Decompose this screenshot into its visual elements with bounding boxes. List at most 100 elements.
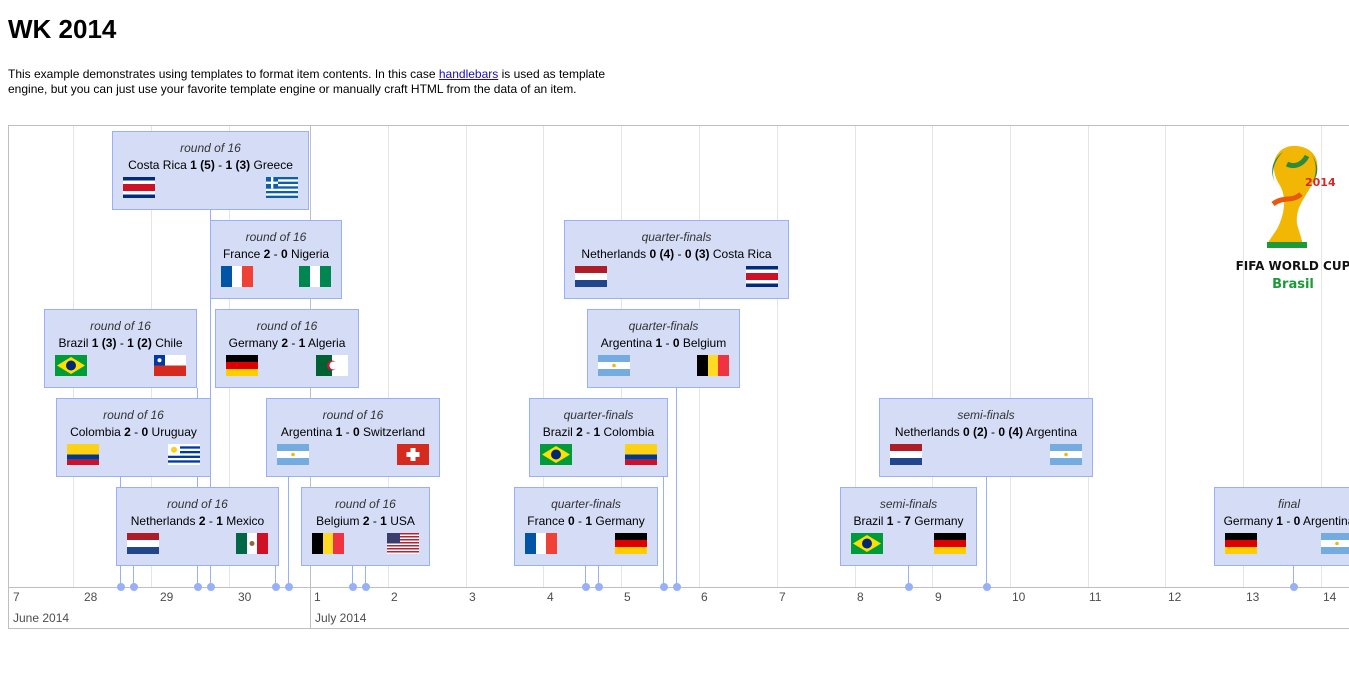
team-1-name: Germany (1223, 514, 1273, 528)
grid-line (543, 126, 544, 587)
team-1-name: Netherlands (894, 425, 960, 439)
belgium-flag-icon (697, 355, 729, 376)
team-2-name: Belgium (682, 336, 727, 350)
score-separator: - (288, 336, 299, 350)
team-1-score: 2 (362, 514, 370, 528)
fifa-world-cup-logo: 2014 FIFA WORLD CUP Brasil (1227, 134, 1349, 294)
netherlands-flag-icon (890, 444, 922, 465)
match-item[interactable]: round of 16 Brazil 1 (3) - 1 (2) Chile (44, 309, 197, 388)
item-point[interactable] (904, 583, 913, 591)
item-connector-line (365, 566, 366, 587)
team-2-score: 0 (3) (684, 247, 710, 261)
score-separator: - (582, 425, 594, 439)
item-point[interactable] (116, 583, 125, 591)
match-round: round of 16 (167, 497, 228, 511)
match-flags (45, 355, 196, 377)
match-round: round of 16 (103, 408, 164, 422)
item-point[interactable] (206, 583, 215, 591)
intro-text-start: This example demonstrates using template… (8, 67, 439, 81)
item-connector-line (598, 566, 599, 587)
team-2-score: 1 (585, 514, 593, 528)
match-item[interactable]: round of 16 Colombia 2 - 0 Uruguay (56, 398, 211, 477)
score-separator: - (369, 514, 381, 528)
score-separator: - (574, 514, 586, 528)
team-1-name: France (222, 247, 261, 261)
match-item[interactable]: quarter-finals Netherlands 0 (4) - 0 (3) … (564, 220, 789, 299)
germany-flag-icon (1225, 533, 1257, 554)
team-2-name: USA (390, 514, 415, 528)
match-item[interactable]: round of 16 France 2 - 0 Nigeria (210, 220, 342, 299)
axis-tick-label: 30 (238, 590, 252, 604)
axis-tick-label: 29 (160, 590, 174, 604)
brazil-flag-icon (55, 355, 87, 376)
item-point[interactable] (284, 583, 293, 591)
match-score: Netherlands 0 (4) - 0 (3) Costa Rica (565, 245, 788, 263)
team-2-score: 1 (298, 336, 306, 350)
greece-flag-icon (266, 177, 298, 198)
match-score: France 2 - 0 Nigeria (211, 245, 341, 263)
team-2-name: Algeria (308, 336, 346, 350)
brazil-flag-icon (851, 533, 883, 554)
score-separator: - (987, 425, 999, 439)
team-2-name: Chile (155, 336, 183, 350)
item-point[interactable] (193, 583, 202, 591)
team-1-name: Argentina (280, 425, 333, 439)
score-separator: - (116, 336, 128, 350)
item-point[interactable] (129, 583, 138, 591)
item-connector-line (585, 566, 586, 587)
item-connector-line (908, 566, 909, 587)
match-item[interactable]: quarter-finals Brazil 2 - 1 Colombia (529, 398, 668, 477)
grid-line (1088, 126, 1089, 587)
team-2-name: Switzerland (363, 425, 426, 439)
match-item[interactable]: round of 16 Argentina 1 - 0 Switzerland (266, 398, 440, 477)
score-separator: - (1282, 514, 1294, 528)
match-item[interactable]: round of 16 Costa Rica 1 (5) - 1 (3) Gree… (112, 131, 309, 210)
team-1-score: 2 (198, 514, 206, 528)
grid-line (388, 126, 389, 587)
axis-tick-label: 9 (935, 590, 942, 604)
team-1-score: 1 (3) (91, 336, 117, 350)
page-title: WK 2014 (8, 14, 117, 44)
item-point[interactable] (1289, 583, 1298, 591)
match-item[interactable]: semi-finals Brazil 1 - 7 Germany (840, 487, 977, 566)
item-point[interactable] (581, 583, 590, 591)
uruguay-flag-icon (168, 444, 200, 465)
match-score: Netherlands 2 - 1 Mexico (117, 512, 278, 530)
team-1-score: 1 (5) (190, 158, 215, 172)
match-round: quarter-finals (641, 230, 712, 244)
handlebars-link[interactable]: handlebars (438, 67, 499, 81)
team-2-name: Greece (253, 158, 293, 172)
argentina-flag-icon (1050, 444, 1082, 465)
item-point[interactable] (672, 583, 681, 591)
match-round: round of 16 (245, 230, 307, 244)
grid-line (855, 126, 856, 587)
match-flags (117, 533, 278, 555)
colombia-flag-icon (625, 444, 657, 465)
item-point[interactable] (982, 583, 991, 591)
team-2-score: 0 (672, 336, 680, 350)
item-point[interactable] (361, 583, 370, 591)
item-point[interactable] (659, 583, 668, 591)
item-point[interactable] (594, 583, 603, 591)
team-1-score: 2 (281, 336, 288, 350)
match-item[interactable]: round of 16 Germany 2 - 1 Algeria (215, 309, 359, 388)
match-item[interactable]: quarter-finals Argentina 1 - 0 Belgium (587, 309, 740, 388)
match-item[interactable]: round of 16 Netherlands 2 - 1 Mexico (116, 487, 279, 566)
timeline[interactable]: 7 28 29 30 1 2 3 4 5 6 7 8 9 10 11 12 13 14 June 2014 July … (8, 125, 1349, 629)
item-point[interactable] (271, 583, 280, 591)
match-flags (588, 355, 739, 377)
match-item[interactable]: semi-finals Netherlands 0 (2) - 0 (4) Arg… (879, 398, 1093, 477)
team-1-name: Brazil (58, 336, 89, 350)
team-2-name: Germany (914, 514, 964, 528)
axis-tick-label: 11 (1089, 590, 1102, 604)
axis-tick-label: 14 (1323, 590, 1337, 604)
match-score: France 0 - 1 Germany (515, 512, 657, 530)
axis-tick-label: 13 (1246, 590, 1260, 604)
match-item[interactable]: quarter-finals France 0 - 1 Germany (514, 487, 658, 566)
team-2-score: 0 (281, 247, 288, 261)
item-point[interactable] (348, 583, 357, 591)
match-item[interactable]: round of 16 Belgium 2 - 1 USA (301, 487, 430, 566)
match-flags (113, 177, 308, 199)
team-1-score: 2 (124, 425, 131, 439)
